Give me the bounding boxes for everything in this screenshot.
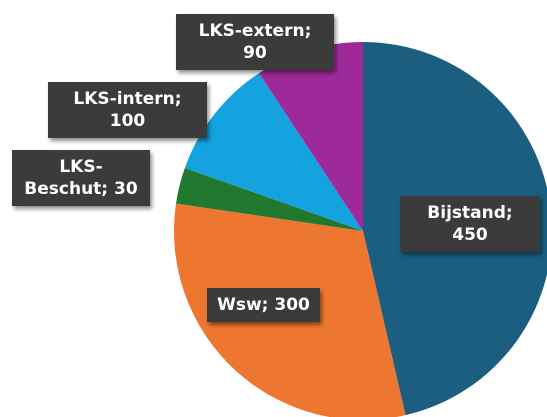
pie-slice (176, 167, 363, 231)
pie-slice (184, 73, 363, 231)
data-label: LKS-Beschut; 30 (12, 150, 150, 206)
data-label: Bijstand; 450 (400, 196, 540, 252)
data-label: Wsw; 300 (207, 288, 320, 322)
data-label: LKS-intern; 100 (48, 82, 207, 138)
data-label: LKS-extern; 90 (176, 14, 334, 70)
pie-slice (258, 42, 363, 231)
